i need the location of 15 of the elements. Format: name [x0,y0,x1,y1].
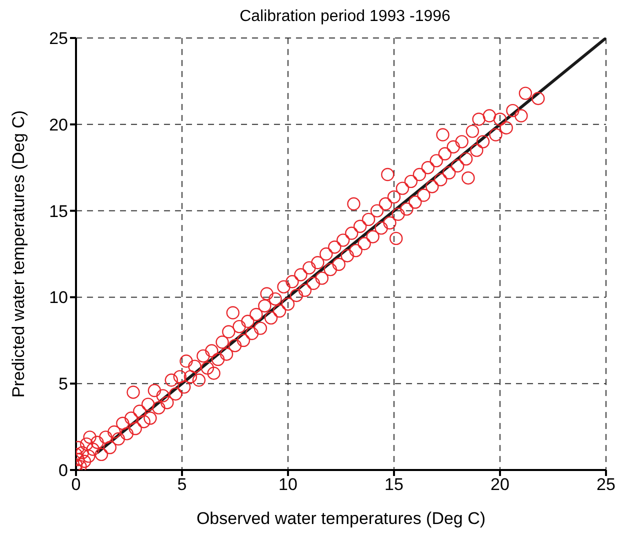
x-tick-label: 25 [596,475,616,494]
x-axis-title: Observed water temperatures (Deg C) [196,509,486,528]
x-tick-label: 0 [71,475,81,494]
x-tick-label: 5 [177,475,187,494]
y-tick-label: 0 [58,461,68,480]
y-tick-label: 15 [49,202,68,221]
x-tick-label: 15 [384,475,404,494]
y-axis-title: Predicted water temperatures (Deg C) [9,110,28,398]
y-tick-label: 10 [49,288,68,308]
y-tick-label: 20 [49,115,68,134]
x-tick-label: 20 [490,475,510,494]
y-tick-label: 25 [49,29,68,48]
y-tick-label: 5 [58,374,68,394]
x-tick-label: 10 [278,475,298,494]
chart-title: Calibration period 1993 -1996 [238,8,452,26]
